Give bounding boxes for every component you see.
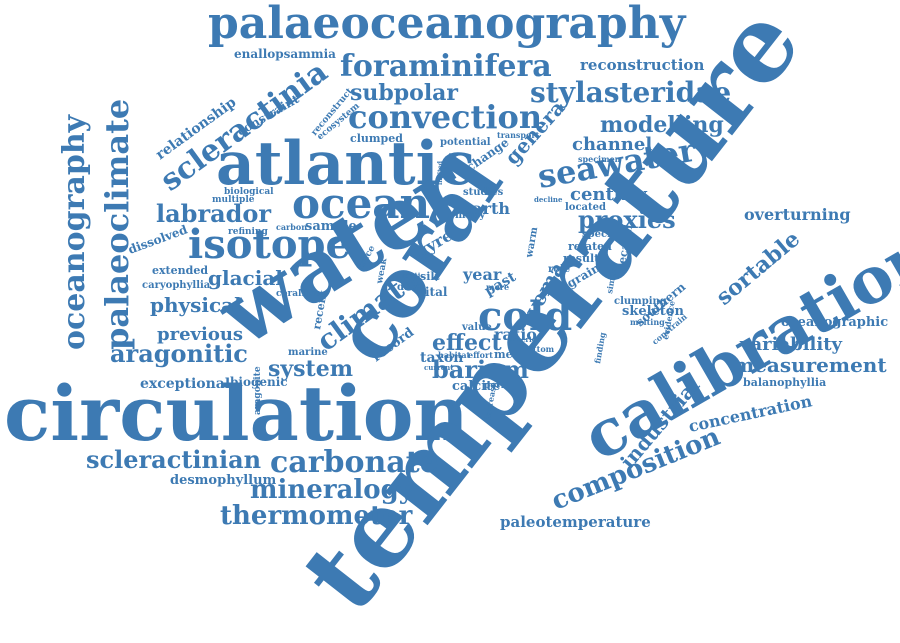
word-specific: specific <box>582 229 624 240</box>
word-sample: sample <box>305 219 357 234</box>
word-aragonite: aragonite <box>253 366 263 415</box>
word-taxon: taxon <box>420 350 463 366</box>
word-current: current <box>424 363 454 372</box>
word-enallopsammia: enallopsammia <box>234 47 336 61</box>
word-transport: transport <box>497 130 540 140</box>
word-bottom: bottom <box>522 344 555 354</box>
word-measurement: measurement <box>733 353 887 377</box>
word-caryophyllia: caryophyllia <box>142 280 211 291</box>
word-subpolar: subpolar <box>350 80 458 106</box>
word-habitat: habitat <box>438 350 471 360</box>
word-calcite: calcite <box>452 379 500 394</box>
word-many: many <box>455 210 486 221</box>
word-coralline: coralline <box>276 289 321 299</box>
word-value: value <box>461 322 492 333</box>
word-ocean: ocean <box>292 179 430 228</box>
word-palaeoceanography: palaeoceanography <box>208 0 687 49</box>
word-extended: extended <box>152 264 208 277</box>
word-ratio: ratio <box>494 325 537 344</box>
word-mineralogy: mineralogy <box>250 475 415 505</box>
word-isotope: isotope <box>188 221 351 268</box>
word-weak: weak <box>375 257 390 286</box>
word-clumped: clumped <box>350 132 403 145</box>
word-result: result <box>563 252 600 265</box>
word-atlantic: atlantic <box>216 129 475 199</box>
word-modelling: modelling <box>600 112 724 138</box>
word-decline: decline <box>534 195 563 204</box>
word-earth: earth <box>462 199 510 218</box>
word-paleotemperature: paleotemperature <box>500 513 651 531</box>
word-stylasteridae: stylasteridae <box>530 76 731 109</box>
word-oceanographic: oceanographic <box>781 315 888 330</box>
word-aragonitic: aragonitic <box>110 339 248 368</box>
word-effect: effect <box>432 330 502 356</box>
word-vital: vital <box>417 285 448 299</box>
word-refining: refining <box>228 227 269 237</box>
word-silt: silt <box>420 270 441 283</box>
word-cold: cold <box>478 293 572 340</box>
word-variability: variability <box>739 334 843 355</box>
word-proxies: proxies <box>578 205 676 234</box>
word-interior: interior <box>510 335 540 344</box>
word-century: century <box>570 184 647 205</box>
word-previous: previous <box>157 324 243 345</box>
word-clumping: clumping <box>614 296 667 307</box>
word-limited: limited <box>437 160 444 185</box>
word-physical: physical <box>150 293 242 317</box>
word-marine: marine <box>288 347 328 358</box>
word-related: related <box>568 240 612 253</box>
word-year: year <box>462 265 502 284</box>
word-barium: barium <box>432 355 529 384</box>
word-desmophyllum: desmophyllum <box>170 473 277 488</box>
word-system: system <box>268 356 353 382</box>
word-biological: biological <box>224 187 274 197</box>
word-oceanography: oceanography <box>57 113 92 350</box>
word-period: period <box>484 381 517 391</box>
word-effort: effort <box>468 350 493 360</box>
word-multiple: multiple <box>212 195 255 205</box>
word-skeleton: skeleton <box>622 304 684 319</box>
word-glacial: glacial <box>208 266 283 290</box>
word-more: more <box>486 282 509 292</box>
word-role: role <box>548 264 570 275</box>
word-scleractinian: scleractinian <box>86 445 261 474</box>
word-melting: melting <box>630 317 665 327</box>
word-thermometer: thermometer <box>220 501 413 531</box>
word-located: located <box>565 202 606 213</box>
word-studies: studies <box>463 187 504 198</box>
word-overturning: overturning <box>744 205 851 224</box>
word-metal: metal <box>494 348 529 361</box>
word-palaeoclimate: palaeoclimate <box>98 99 136 350</box>
word-data: data <box>397 282 422 293</box>
word-foraminifera: foraminifera <box>340 49 552 84</box>
word-convection: convection <box>348 98 542 136</box>
word-biogenic: biogenic <box>230 375 288 389</box>
word-potential: potential <box>440 137 491 148</box>
word-labrador: labrador <box>156 199 271 228</box>
word-arctic: arctic <box>402 271 425 280</box>
word-reconstruction: reconstruction <box>580 56 704 74</box>
word-exceptional: exceptional <box>140 376 230 392</box>
word-channel: channel <box>572 134 652 155</box>
word-balanophyllia: balanophyllia <box>743 376 826 389</box>
word-carbonate: carbonate <box>270 445 439 480</box>
word-specimen: specimen <box>578 154 621 164</box>
word-carbon: carbon <box>276 222 307 232</box>
word-circulation: circulation <box>4 369 469 458</box>
